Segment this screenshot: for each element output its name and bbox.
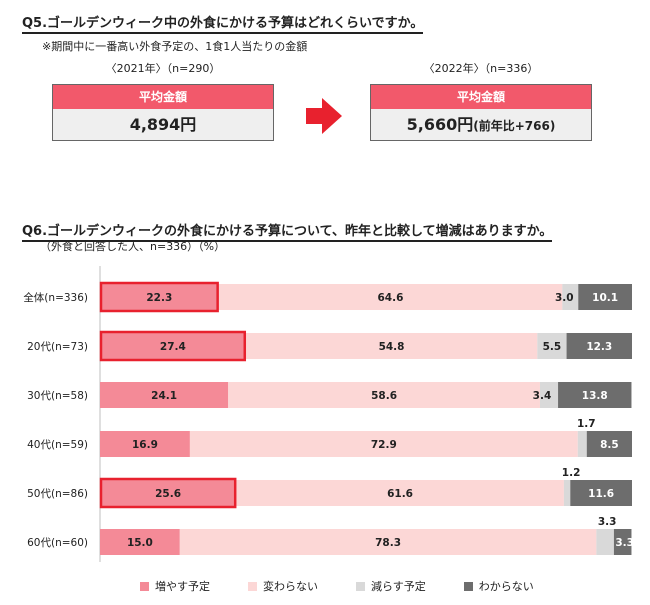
data-label-decrease: 3.3 (598, 516, 617, 528)
bar-segment-increase (100, 529, 180, 555)
bar-segment-unknown (558, 382, 632, 408)
q6-note: （外食と回答した人、n=336）（%） (40, 240, 226, 253)
category-label: 30代(n=58) (27, 390, 88, 402)
bar-segment-increase (100, 333, 246, 359)
arrow-right-icon (306, 98, 342, 138)
bar-segment-decrease (596, 529, 614, 555)
highlight-box (99, 330, 247, 362)
bar-segment-same (189, 431, 578, 457)
legend-item-decrease: 減らす予定 (356, 578, 426, 594)
legend-label-unknown: わからない (478, 580, 534, 593)
legend-swatch-unknown (463, 581, 473, 591)
data-label-unknown: 12.3 (586, 341, 612, 353)
data-label-unknown: 13.8 (582, 390, 608, 402)
card-2021-value: 4,894円 (53, 109, 273, 140)
data-label-same: 58.6 (371, 390, 397, 402)
data-label-decrease: 3.0 (555, 292, 574, 304)
bar-segment-same (228, 382, 540, 408)
category-label: 60代(n=60) (27, 537, 88, 549)
bar-segment-increase (100, 382, 229, 408)
card-2021: 平均金額 4,894円 (52, 84, 274, 141)
card-2022-diff: (前年比+766) (473, 119, 556, 133)
legend-label-increase: 増やす予定 (155, 580, 210, 593)
data-label-same: 54.8 (379, 341, 405, 353)
data-label-decrease: 3.4 (533, 390, 552, 402)
bar-segment-decrease (577, 431, 587, 457)
bar-segment-increase (100, 431, 190, 457)
legend-swatch-same (248, 581, 257, 591)
legend-item-unknown: わからない (463, 578, 534, 594)
bar-segment-unknown (586, 431, 632, 457)
data-label-decrease: 1.7 (577, 418, 596, 430)
data-label-decrease: 1.2 (562, 467, 581, 479)
card-2022-value-row: 5,660円(前年比+766) (371, 109, 591, 140)
bar-segment-increase (100, 284, 219, 310)
data-label-same: 61.6 (387, 488, 413, 500)
bar-segment-same (236, 480, 564, 506)
bar-segment-unknown (578, 284, 632, 310)
card-2021-header: 平均金額 (53, 85, 273, 109)
q5-title: Q5.ゴールデンウィーク中の外食にかける予算はどれくらいですか。 (22, 12, 424, 34)
bar-segment-decrease (537, 333, 567, 359)
legend-label-same: 変わらない (263, 580, 318, 593)
bar-segment-same (179, 529, 597, 555)
data-label-increase: 24.1 (151, 390, 177, 402)
data-label-increase: 27.4 (160, 341, 186, 353)
legend-item-same: 変わらない (248, 578, 318, 594)
data-label-same: 64.6 (378, 292, 404, 304)
data-label-same: 72.9 (371, 439, 397, 451)
highlight-box (99, 281, 219, 313)
bar-segment-same (245, 333, 538, 359)
card-2022: 平均金額 5,660円(前年比+766) (370, 84, 592, 141)
stacked-bar-chart: 全体(n=336) 22.3 64.6 3.0 10.1 20代(n=73) 27.4 54.… (23, 266, 634, 562)
legend-swatch-decrease (356, 581, 365, 591)
data-label-unknown: 10.1 (592, 292, 618, 304)
bar-segment-unknown (613, 529, 632, 555)
data-label-same: 78.3 (375, 537, 401, 549)
card-2022-header: 平均金額 (371, 85, 591, 109)
highlight-box (99, 477, 237, 509)
data-label-unknown: 11.6 (588, 488, 614, 500)
category-label: 全体(n=336) (23, 291, 88, 304)
data-label-increase: 25.6 (155, 488, 181, 500)
bar-segment-increase (100, 480, 237, 506)
card-2022-value: 5,660円 (406, 115, 474, 134)
category-label: 40代(n=59) (27, 439, 88, 451)
category-label: 50代(n=86) (27, 488, 88, 500)
legend: 増やす予定 変わらない 減らす予定 わからない (140, 578, 534, 594)
data-label-unknown: 8.5 (600, 439, 619, 451)
bar-segment-decrease (563, 480, 571, 506)
legend-label-decrease: 減らす予定 (371, 580, 426, 593)
q6-title: Q6.ゴールデンウィークの外食にかける予算について、昨年と比較して増減はあります… (22, 220, 553, 242)
bar-segment-decrease (539, 382, 559, 408)
category-label: 20代(n=73) (27, 341, 88, 353)
bar-segment-unknown (566, 333, 632, 359)
bar-segment-decrease (562, 284, 579, 310)
card-2022-year-label: 〈2022年〉（n=336） (423, 62, 539, 75)
q5-note: ※期間中に一番高い外食予定の、1食1人当たりの金額 (42, 40, 308, 53)
data-label-decrease: 5.5 (543, 341, 562, 353)
data-label-increase: 22.3 (146, 292, 172, 304)
bar-segment-same (218, 284, 563, 310)
data-label-increase: 15.0 (127, 537, 153, 549)
legend-item-increase: 増やす予定 (140, 578, 210, 594)
bar-segment-unknown (570, 480, 632, 506)
legend-swatch-increase (140, 581, 149, 591)
data-label-unknown: 3.3 (615, 537, 634, 549)
data-label-increase: 16.9 (132, 439, 158, 451)
card-2021-year-label: 〈2021年〉（n=290） (105, 62, 221, 75)
